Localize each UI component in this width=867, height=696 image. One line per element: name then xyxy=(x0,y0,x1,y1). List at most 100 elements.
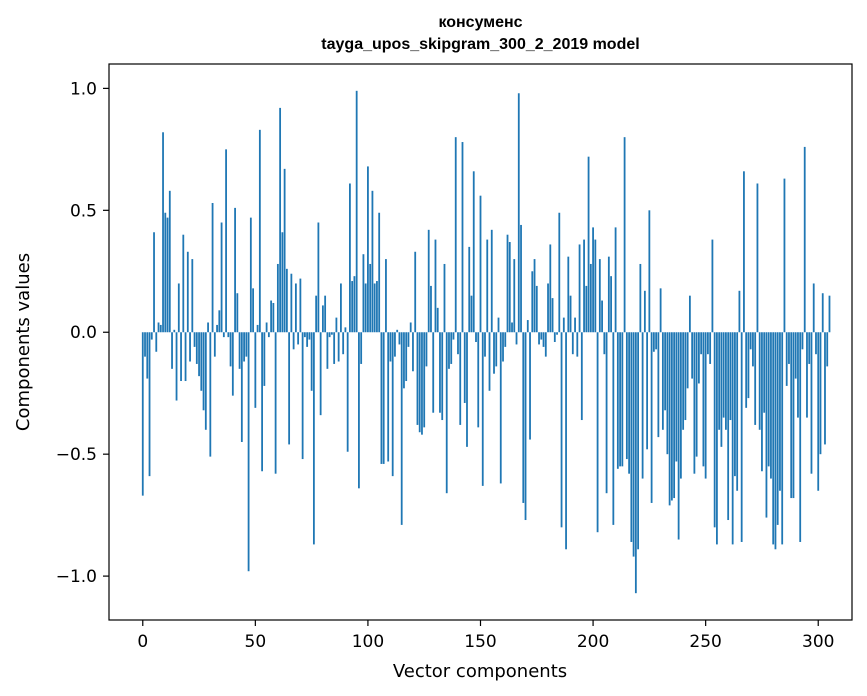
x-tick-label: 150 xyxy=(464,632,496,652)
bar xyxy=(439,332,441,413)
bar xyxy=(319,332,322,416)
bar xyxy=(826,332,829,367)
bar xyxy=(497,317,500,333)
bar xyxy=(522,332,525,503)
bar xyxy=(191,259,194,333)
bar xyxy=(549,244,552,333)
bar xyxy=(542,332,545,347)
bar xyxy=(625,332,628,460)
bar xyxy=(450,332,453,364)
bar xyxy=(659,288,662,333)
bar xyxy=(650,332,653,503)
x-tick-label: 300 xyxy=(802,632,834,652)
bar xyxy=(821,293,824,333)
bar xyxy=(443,263,446,333)
bar xyxy=(180,332,182,382)
bar xyxy=(524,332,527,521)
bar xyxy=(711,239,714,333)
bar xyxy=(153,232,155,333)
bar xyxy=(454,137,457,333)
bar xyxy=(747,332,750,399)
bar xyxy=(677,332,680,540)
bar xyxy=(445,332,448,494)
x-tick-label: 200 xyxy=(577,632,609,652)
bar xyxy=(261,332,263,472)
bar xyxy=(571,332,574,355)
bar xyxy=(592,227,594,333)
bar xyxy=(360,332,363,364)
bar xyxy=(479,195,482,333)
bar xyxy=(504,332,507,347)
bar xyxy=(337,332,340,362)
bar xyxy=(340,283,342,333)
bar xyxy=(643,290,646,333)
bar xyxy=(560,332,563,528)
bar xyxy=(794,332,797,379)
bar xyxy=(400,332,403,525)
bar xyxy=(218,310,221,333)
bar xyxy=(634,332,637,594)
bar xyxy=(385,259,387,333)
bar xyxy=(367,166,369,333)
bar xyxy=(171,332,173,369)
bar xyxy=(285,268,288,333)
bar xyxy=(141,332,144,496)
bar xyxy=(824,332,826,445)
bar xyxy=(477,332,480,428)
y-tick-label: −0.5 xyxy=(56,445,97,465)
bar xyxy=(234,207,236,333)
bar xyxy=(182,234,185,333)
bar xyxy=(646,332,649,450)
bar xyxy=(785,332,788,386)
bar xyxy=(565,332,567,550)
bar xyxy=(441,332,444,421)
bar xyxy=(722,332,725,418)
bar xyxy=(380,332,383,464)
bar xyxy=(281,232,284,333)
bar xyxy=(583,239,585,333)
bar xyxy=(526,320,529,333)
bar xyxy=(628,332,630,474)
bar xyxy=(155,332,158,352)
bar xyxy=(258,129,261,333)
bar xyxy=(763,332,766,413)
bar xyxy=(236,293,239,333)
bar xyxy=(423,332,426,428)
bar xyxy=(817,332,820,491)
bar xyxy=(716,332,718,545)
bar xyxy=(619,332,621,467)
bar xyxy=(576,332,579,357)
bar xyxy=(466,332,468,447)
bar xyxy=(688,295,691,333)
bar xyxy=(756,183,759,333)
bar xyxy=(303,332,306,338)
bar xyxy=(761,332,763,472)
y-axis: 1.0 0.5 0.0 −0.5 −1.0 xyxy=(56,79,109,587)
bar xyxy=(308,332,311,340)
bar xyxy=(290,273,293,333)
bar xyxy=(540,332,543,340)
bar xyxy=(371,190,374,333)
bar xyxy=(256,324,259,333)
bar xyxy=(362,254,365,333)
bar xyxy=(184,332,187,382)
bar xyxy=(173,329,176,333)
bar xyxy=(797,332,799,418)
bar xyxy=(461,142,464,333)
bar xyxy=(515,332,518,345)
bar xyxy=(799,332,802,542)
bar xyxy=(243,332,245,362)
y-tick-label: 0.5 xyxy=(70,201,97,221)
bar xyxy=(254,332,257,408)
x-tick-label: 100 xyxy=(352,632,384,652)
bar xyxy=(529,332,531,440)
y-tick-label: 0.0 xyxy=(70,323,97,343)
bar xyxy=(414,251,417,333)
bar xyxy=(612,332,615,525)
bar xyxy=(405,332,408,382)
bar xyxy=(317,222,320,333)
bar xyxy=(551,298,554,333)
bar xyxy=(434,239,437,333)
bar xyxy=(693,332,696,474)
bar xyxy=(468,246,471,333)
